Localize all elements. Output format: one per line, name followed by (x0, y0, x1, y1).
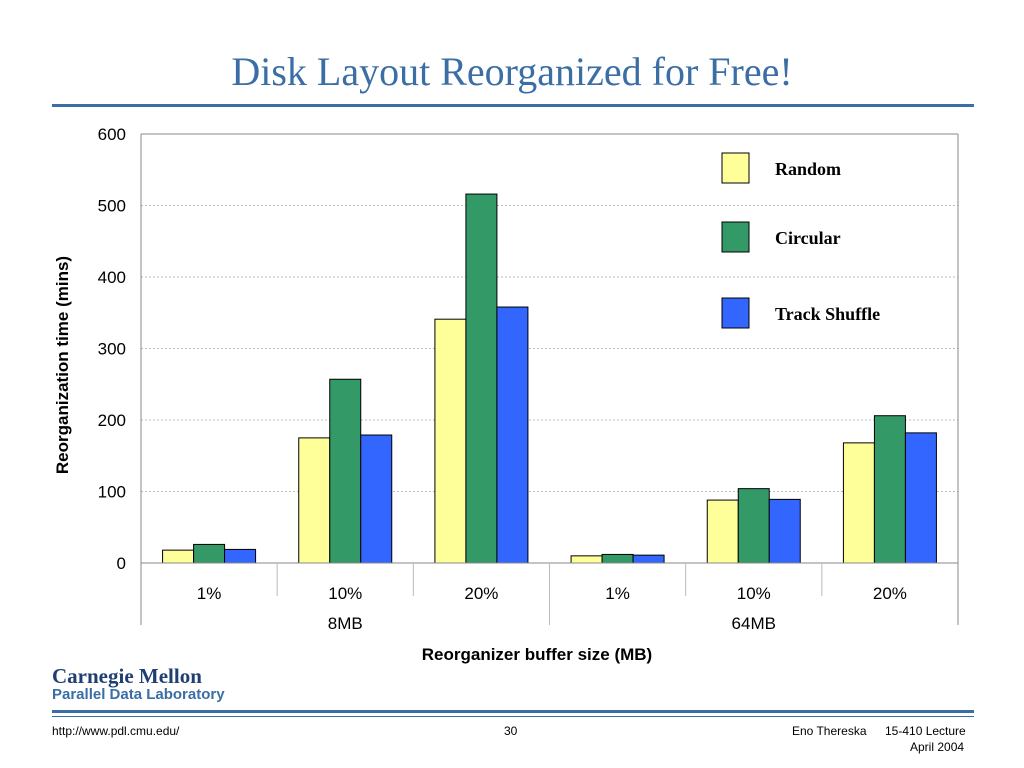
x-tick-label: 20% (873, 584, 907, 603)
bar (298, 437, 331, 564)
bar (434, 318, 467, 564)
brand-logo-line2: Parallel Data Laboratory (52, 686, 225, 703)
bar (873, 415, 906, 564)
x-tick-label: 1% (197, 584, 222, 603)
footer-url[interactable]: http://www.pdl.cmu.edu/ (52, 724, 180, 738)
bar (632, 554, 665, 564)
title-divider (52, 104, 974, 107)
bar (360, 434, 393, 564)
bar (496, 306, 529, 564)
y-tick-label: 100 (98, 483, 126, 502)
legend-swatch (721, 221, 750, 253)
x-tick-label: 10% (328, 584, 362, 603)
x-axis-label: Reorganizer buffer size (MB) (422, 645, 652, 664)
bar (842, 442, 875, 564)
x-group-label: 8MB (328, 614, 363, 633)
x-group-label: 64MB (732, 614, 776, 633)
bar (904, 432, 937, 564)
x-tick-label: 10% (737, 584, 771, 603)
legend-swatch (721, 297, 750, 329)
y-tick-label: 200 (98, 411, 126, 430)
axes: 0 100 200 300 400 500 600 1% 10% 20% 1% 10% 20% 8MB 64… (98, 125, 959, 633)
bar (601, 553, 634, 564)
y-tick-label: 300 (98, 340, 126, 359)
bar (570, 555, 603, 564)
bar (329, 378, 362, 564)
footer-author: Eno Thereska (792, 724, 867, 738)
bar (193, 543, 226, 564)
y-tick-label: 600 (98, 125, 126, 144)
bar (706, 499, 739, 564)
page-number: 30 (504, 724, 518, 738)
footer-divider (52, 710, 974, 713)
legend-label: Track Shuffle (775, 304, 880, 324)
slide-title: Disk Layout Reorganized for Free! (231, 49, 793, 94)
legend-label: Random (775, 159, 841, 179)
footer-divider-thin (52, 716, 974, 717)
y-axis-label: Reorganization time (mins) (53, 256, 72, 474)
bar (465, 193, 498, 564)
footer-date: April 2004 (910, 740, 965, 754)
y-tick-label: 0 (117, 554, 126, 573)
legend: Random Circular Track Shuffle (721, 152, 880, 329)
y-tick-label: 400 (98, 268, 126, 287)
footer-course: 15-410 Lecture (885, 724, 966, 738)
bar (162, 549, 195, 564)
bars (162, 193, 937, 564)
legend-swatch (721, 152, 750, 184)
bar (768, 498, 801, 564)
x-tick-label: 1% (605, 584, 630, 603)
y-tick-label: 500 (98, 197, 126, 216)
bar (737, 488, 770, 564)
bar (224, 548, 257, 564)
x-tick-label: 20% (464, 584, 498, 603)
brand-logo-line1: Carnegie Mellon (52, 664, 202, 688)
legend-label: Circular (775, 228, 841, 248)
